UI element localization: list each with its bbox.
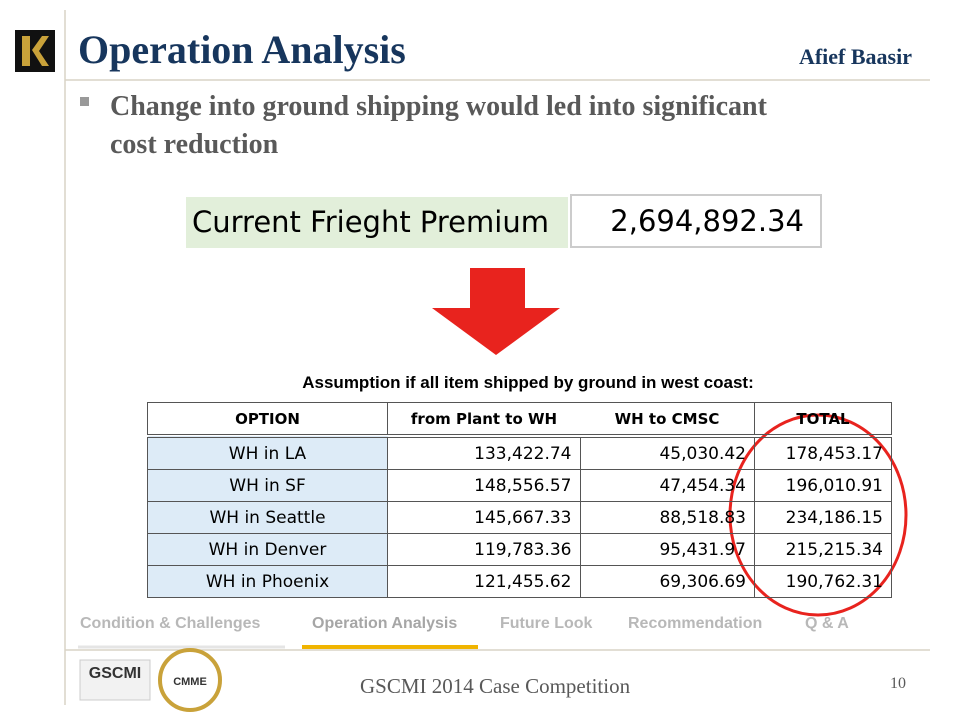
- nav-item[interactable]: Future Look: [500, 615, 593, 632]
- cell-value: 121,455.62: [387, 565, 581, 598]
- gscmi-logo: [79, 659, 151, 701]
- cell-option: WH in SF: [147, 469, 388, 502]
- cell-value: 148,556.57: [387, 469, 581, 502]
- cell-value: 196,010.91: [754, 469, 892, 502]
- header-row: OPTION from Plant to WH WH to CMSC TOTAL: [147, 402, 892, 438]
- caption: Assumption if all item shipped by ground…: [302, 373, 754, 392]
- cmme-logo: [158, 648, 222, 712]
- cell-value: 88,518.83: [579, 501, 755, 534]
- cell-value: 215,215.34: [754, 533, 892, 566]
- cell-value: 145,667.33: [387, 501, 581, 534]
- down-arrow: [432, 268, 560, 355]
- cell-value: 45,030.42: [579, 435, 755, 470]
- author: Afief Baasir: [798, 44, 912, 69]
- cell-option: WH in Denver: [147, 533, 388, 566]
- nav-item[interactable]: Recommendation: [628, 615, 763, 632]
- footer-text: GSCMI 2014 Case Competition: [360, 674, 631, 698]
- nav-item[interactable]: Operation Analysis: [312, 615, 458, 632]
- cell-value: 95,431.97: [579, 533, 755, 566]
- cmme-text: CMME: [173, 676, 207, 688]
- column-header: OPTION: [147, 402, 388, 438]
- table-row: WH in SF 148,556.57 47,454.34 196,010.91: [147, 469, 892, 502]
- table-row: WH in Denver 119,783.36 95,431.97 215,215.3…: [147, 533, 892, 566]
- column-header: TOTAL: [754, 402, 892, 438]
- cell-value: 47,454.34: [579, 469, 755, 502]
- cell-value: 133,422.74: [387, 435, 581, 470]
- cell-option: WH in LA: [147, 435, 388, 470]
- table-row: WH in LA 133,422.74 45,030.42 178,453.17: [147, 435, 892, 470]
- cell-value: 234,186.15: [754, 501, 892, 534]
- cell-option: WH in Seattle: [147, 501, 388, 534]
- nav-item[interactable]: Condition & Challenges: [80, 615, 261, 632]
- page-number: 10: [890, 675, 906, 692]
- nav-item[interactable]: Q & A: [805, 615, 849, 632]
- bullet-square: [80, 97, 89, 106]
- cell-value: 119,783.36: [387, 533, 581, 566]
- cell-value: 190,762.31: [754, 565, 892, 598]
- premium-value: 2,694,892.34: [570, 194, 822, 248]
- table-row: WH in Seattle 145,667.33 88,518.83 234,186.…: [147, 501, 892, 534]
- column-header: WH to CMSC: [580, 402, 755, 438]
- table-row: WH in Phoenix 121,455.62 69,306.69 190,762.…: [147, 565, 892, 598]
- premium-label: Current Frieght Premium: [186, 197, 568, 248]
- column-header: from Plant to WH: [387, 402, 580, 438]
- logo-k: [22, 36, 49, 66]
- title: Operation Analysis: [78, 27, 406, 72]
- cell-value: 178,453.17: [754, 435, 892, 470]
- cell-value: 69,306.69: [579, 565, 755, 598]
- gscmi-text: GSCMI: [89, 665, 141, 682]
- cost-table: OPTION from Plant to WH WH to CMSC TOTAL WH …: [147, 402, 892, 598]
- cell-option: WH in Phoenix: [147, 565, 388, 598]
- bullet-text: Change into ground shipping would led in…: [110, 91, 767, 160]
